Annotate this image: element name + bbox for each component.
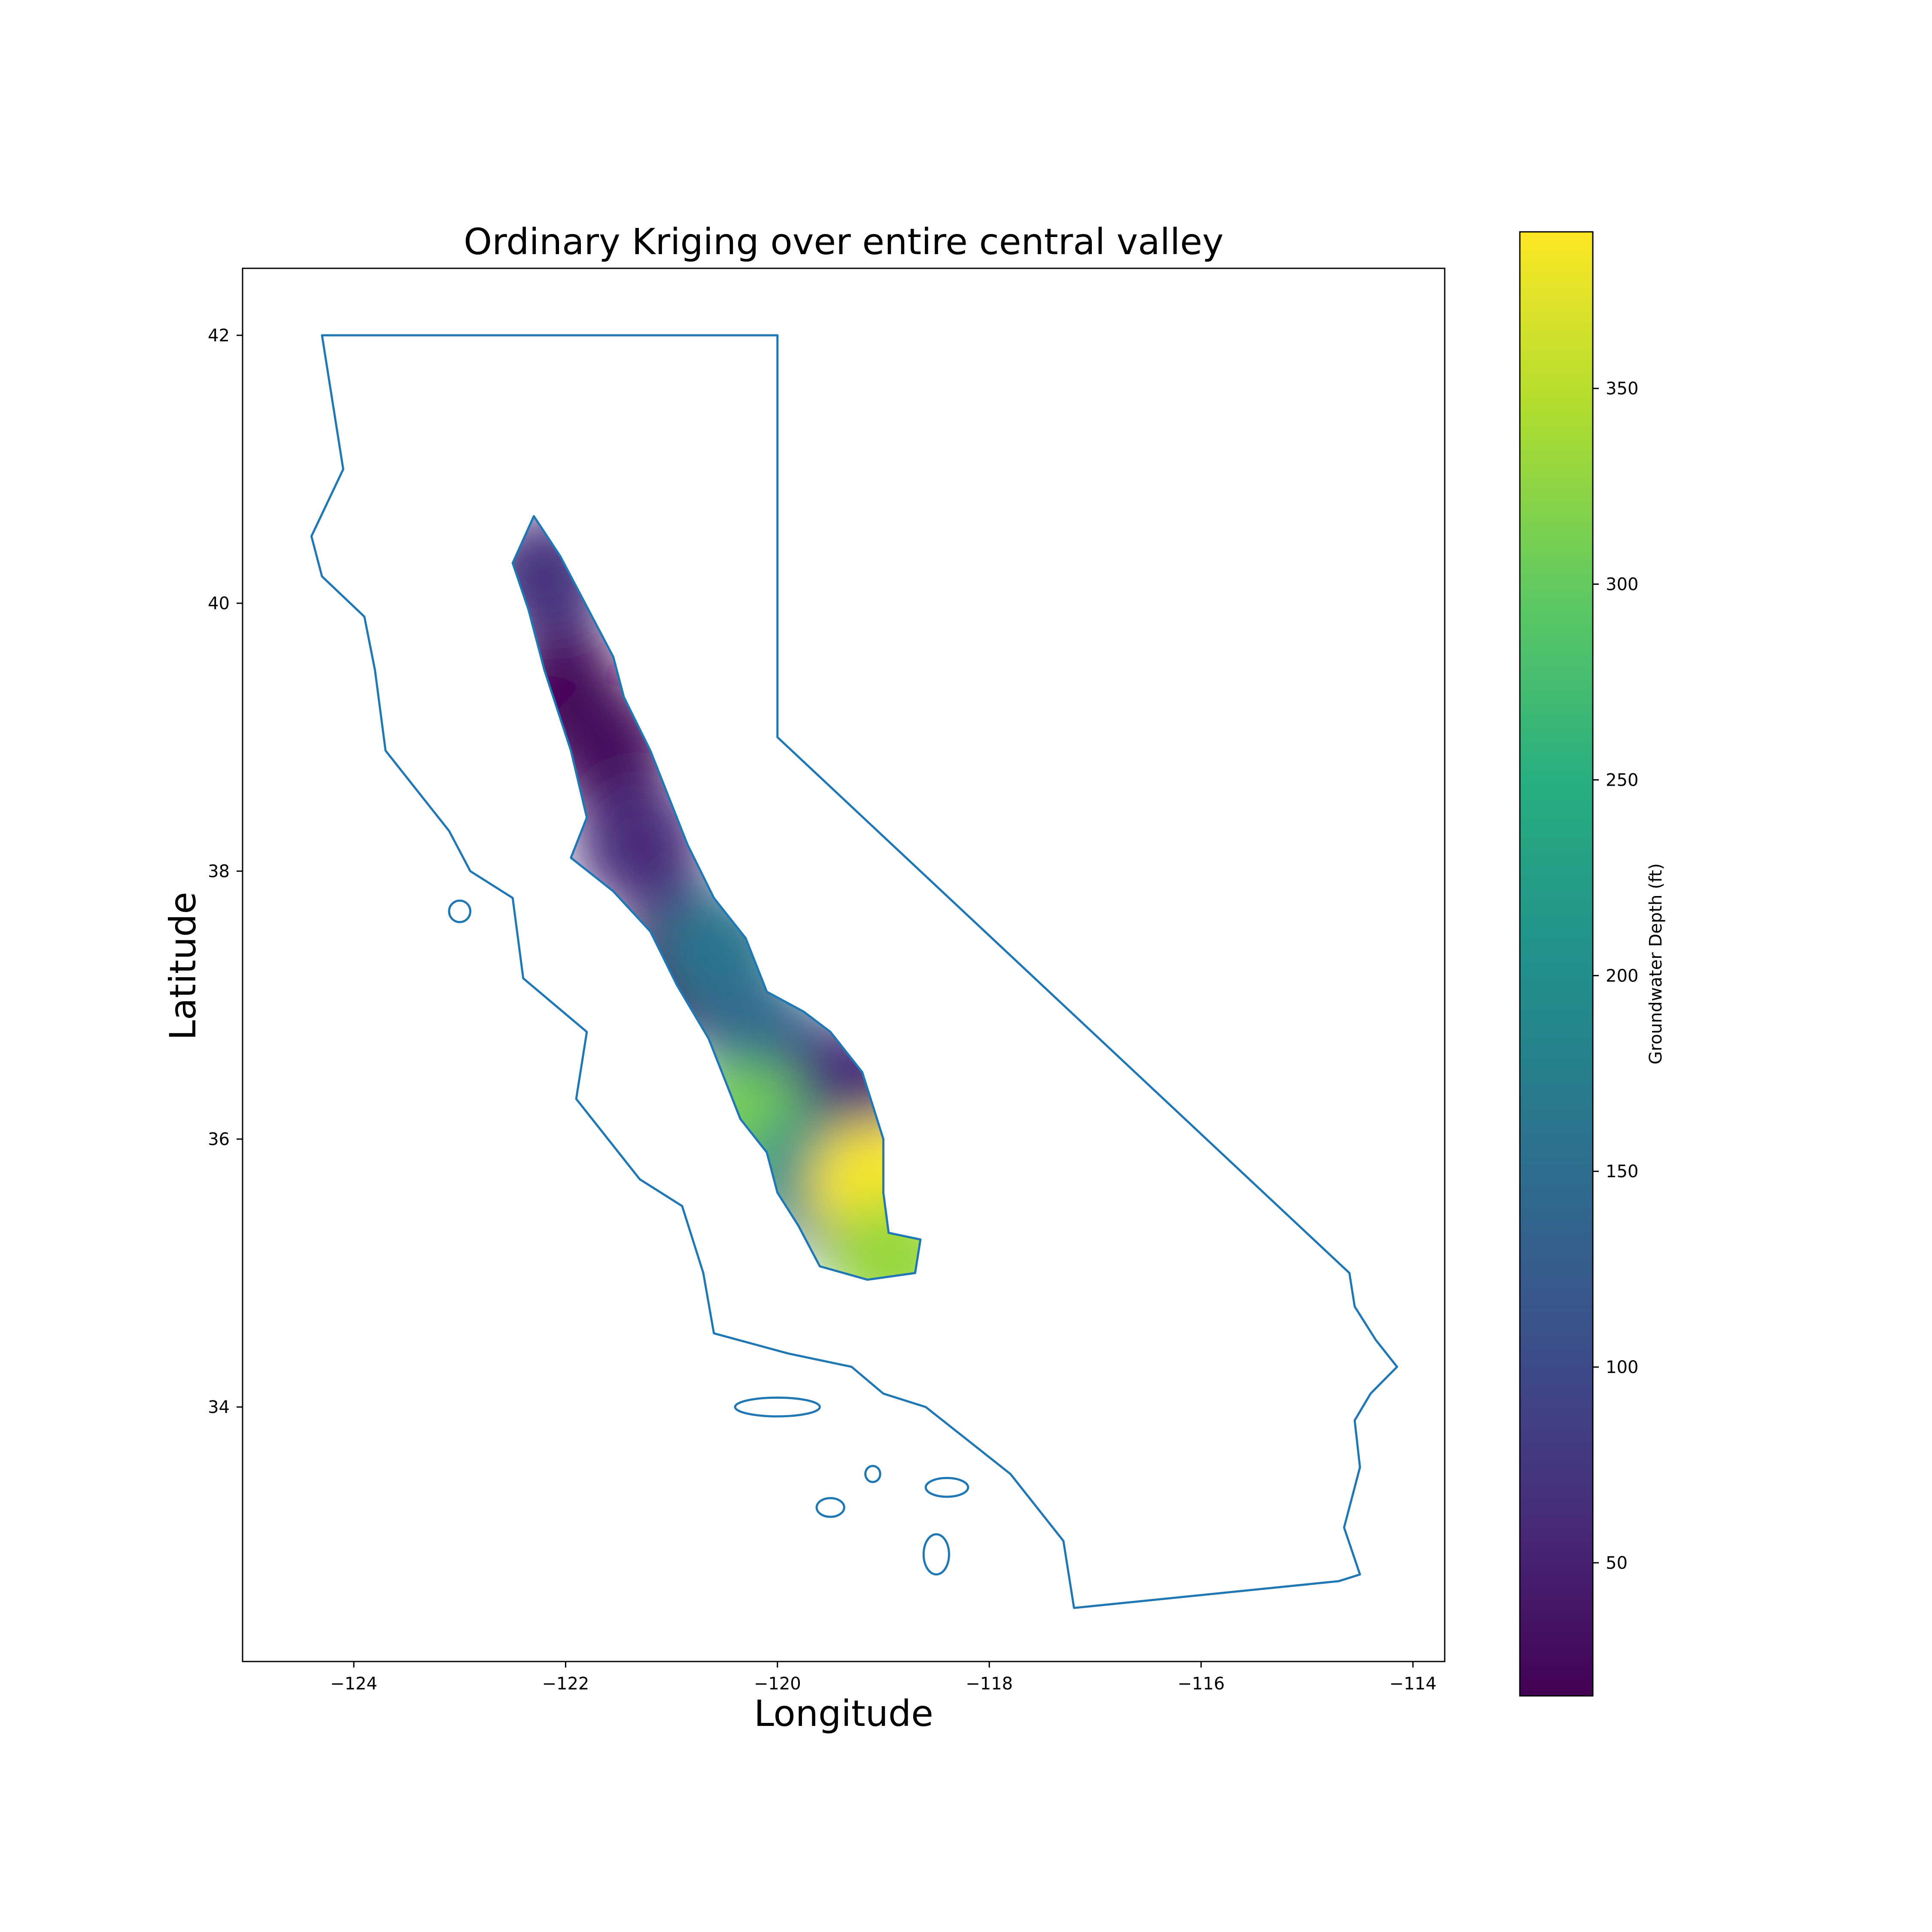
kriging-peak — [575, 780, 705, 909]
colorbar-tick-label: 150 — [1606, 1162, 1638, 1182]
colorbar-tick-label: 250 — [1606, 770, 1638, 790]
y-tick-label: 40 — [208, 594, 230, 614]
x-axis-ticks: −124 −122 −120 −118 −116 −114 — [330, 1662, 1437, 1694]
colorbar-tick-label: 200 — [1606, 966, 1638, 986]
y-axis-ticks: 34 36 38 40 42 — [208, 326, 243, 1417]
y-tick-label: 36 — [208, 1130, 230, 1149]
colorbar-tick-label: 300 — [1606, 575, 1638, 595]
colorbar-label: Groundwater Depth (ft) — [1646, 863, 1666, 1065]
plot-area — [242, 267, 1446, 1662]
colorbar-tick-label: 50 — [1606, 1553, 1628, 1573]
island-outline — [924, 1477, 969, 1498]
island-outline — [864, 1464, 881, 1483]
chart-title: Ordinary Kriging over entire central val… — [464, 221, 1224, 263]
y-axis-label: Latitude — [162, 892, 204, 1040]
colorbar-tick-label: 350 — [1606, 379, 1638, 399]
island-outline — [448, 899, 471, 923]
central-valley-boundary — [511, 515, 922, 1281]
y-tick-label: 34 — [208, 1397, 230, 1417]
x-tick-label: −120 — [754, 1674, 801, 1694]
island-outline — [734, 1396, 821, 1418]
x-tick-label: −116 — [1178, 1674, 1225, 1694]
x-tick-label: −118 — [966, 1674, 1013, 1694]
island-outline — [815, 1497, 845, 1518]
island-outline — [922, 1533, 950, 1576]
colorbar — [1519, 231, 1594, 1697]
y-tick-label: 38 — [208, 862, 230, 881]
colorbar-tick-label: 100 — [1606, 1358, 1638, 1377]
x-axis-label: Longitude — [754, 1692, 933, 1735]
kriging-peak — [829, 1195, 920, 1280]
x-tick-label: −124 — [330, 1674, 377, 1694]
y-tick-label: 42 — [208, 326, 230, 346]
california-boundary — [310, 334, 1398, 1609]
x-tick-label: −114 — [1389, 1674, 1437, 1694]
colorbar-ticks: 50 100 150 200 250 300 350 — [1593, 379, 1638, 1573]
x-tick-label: −122 — [542, 1674, 589, 1694]
